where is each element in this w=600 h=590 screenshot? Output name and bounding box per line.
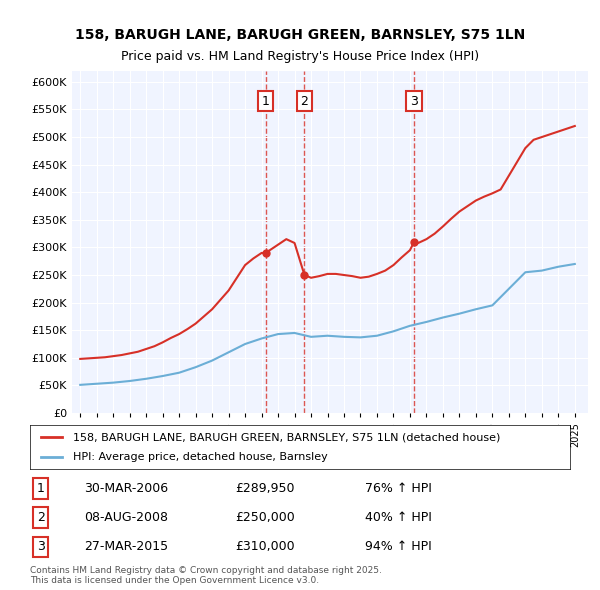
Text: 3: 3 xyxy=(410,94,418,107)
Text: 1: 1 xyxy=(37,482,45,495)
Text: 158, BARUGH LANE, BARUGH GREEN, BARNSLEY, S75 1LN (detached house): 158, BARUGH LANE, BARUGH GREEN, BARNSLEY… xyxy=(73,432,500,442)
Text: 40% ↑ HPI: 40% ↑ HPI xyxy=(365,511,431,525)
Text: Price paid vs. HM Land Registry's House Price Index (HPI): Price paid vs. HM Land Registry's House … xyxy=(121,50,479,63)
Text: 3: 3 xyxy=(37,540,45,553)
Text: 08-AUG-2008: 08-AUG-2008 xyxy=(84,511,168,525)
Text: 1: 1 xyxy=(262,94,269,107)
Text: £250,000: £250,000 xyxy=(235,511,295,525)
Text: HPI: Average price, detached house, Barnsley: HPI: Average price, detached house, Barn… xyxy=(73,452,328,461)
Text: 76% ↑ HPI: 76% ↑ HPI xyxy=(365,482,431,495)
Text: Contains HM Land Registry data © Crown copyright and database right 2025.
This d: Contains HM Land Registry data © Crown c… xyxy=(30,566,382,585)
Text: 2: 2 xyxy=(37,511,45,525)
Text: 94% ↑ HPI: 94% ↑ HPI xyxy=(365,540,431,553)
Text: 30-MAR-2006: 30-MAR-2006 xyxy=(84,482,168,495)
Text: 2: 2 xyxy=(301,94,308,107)
Text: £310,000: £310,000 xyxy=(235,540,295,553)
Text: 158, BARUGH LANE, BARUGH GREEN, BARNSLEY, S75 1LN: 158, BARUGH LANE, BARUGH GREEN, BARNSLEY… xyxy=(75,28,525,42)
Text: £289,950: £289,950 xyxy=(235,482,295,495)
Text: 27-MAR-2015: 27-MAR-2015 xyxy=(84,540,168,553)
